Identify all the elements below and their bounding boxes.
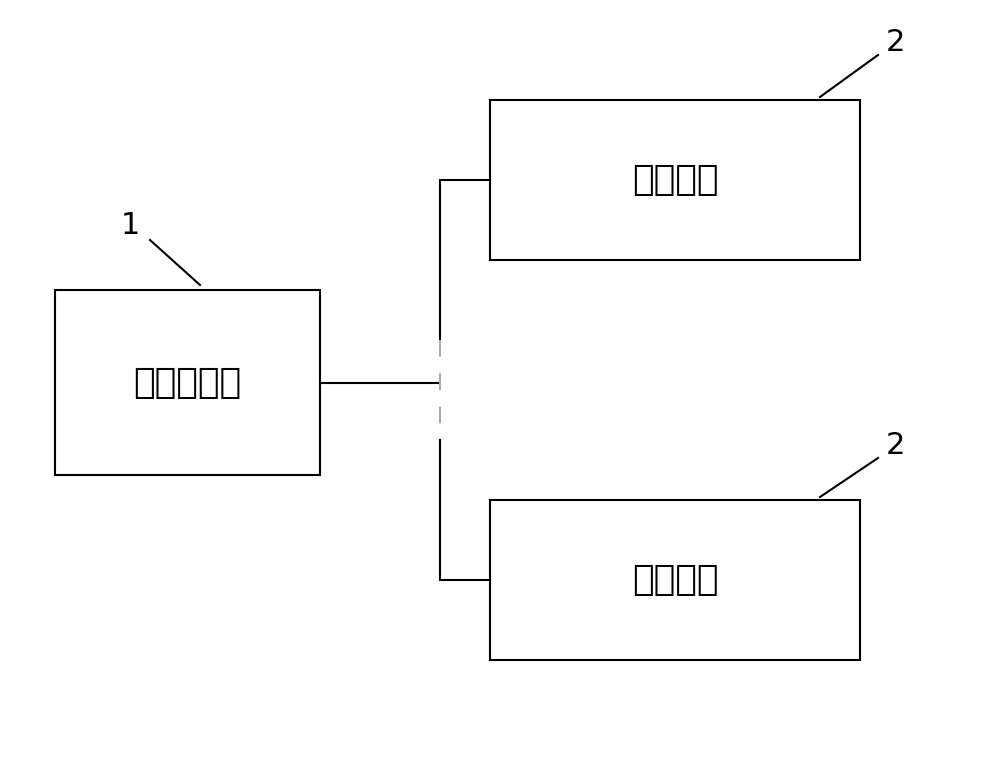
Bar [490,100,860,260]
Text: 配电终端: 配电终端 [632,563,718,597]
Text: 配电终端: 配电终端 [632,163,718,197]
Bar [55,290,320,475]
Bar [490,500,860,660]
Text: 2: 2 [885,27,905,57]
Text: 1: 1 [120,210,140,239]
Text: 主时钟设备: 主时钟设备 [133,365,242,400]
Text: 2: 2 [885,431,905,460]
